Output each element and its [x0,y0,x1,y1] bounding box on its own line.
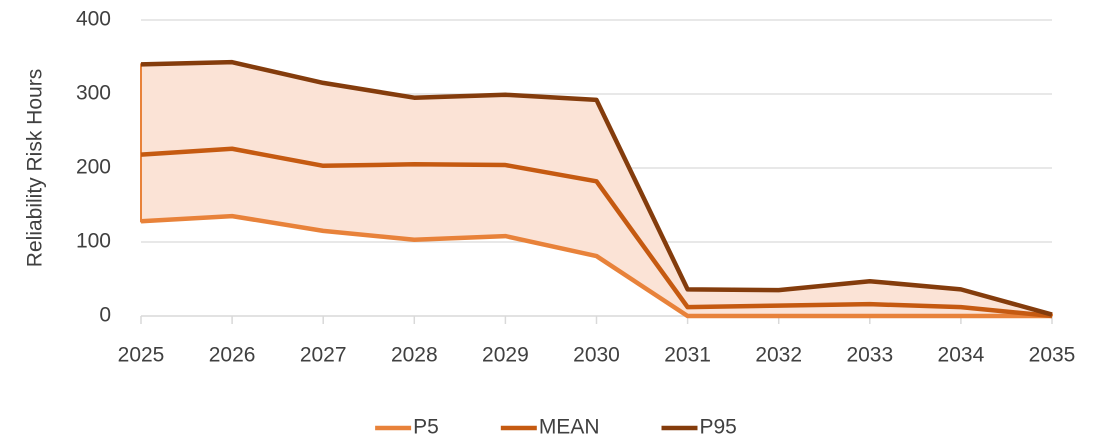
legend-label: MEAN [539,416,600,439]
x-tick-label: 2026 [209,344,256,367]
legend-label: P95 [700,416,737,439]
x-tick-label: 2030 [573,344,620,367]
x-tick-label: 2035 [1029,344,1076,367]
y-tick-label: 100 [76,230,111,253]
series-line [140,146,1053,319]
y-axis-label: Reliability Risk Hours [24,69,47,267]
x-tick-label: 2034 [938,344,985,367]
legend-label: P5 [413,416,439,439]
x-tick-label: 2028 [391,344,438,367]
x-tick-label: 2025 [118,344,165,367]
y-tick-label: 0 [99,304,111,327]
x-tick-label: 2033 [846,344,893,367]
x-tick-label: 2032 [755,344,802,367]
y-tick-label: 200 [76,156,111,179]
x-tick-label: 2031 [664,344,711,367]
series-line [140,213,1052,319]
y-tick-label: 400 [76,8,111,31]
y-tick-label: 300 [76,82,111,105]
series-line [140,59,1053,317]
x-tick-label: 2029 [482,344,529,367]
x-tick-label: 2027 [300,344,347,367]
